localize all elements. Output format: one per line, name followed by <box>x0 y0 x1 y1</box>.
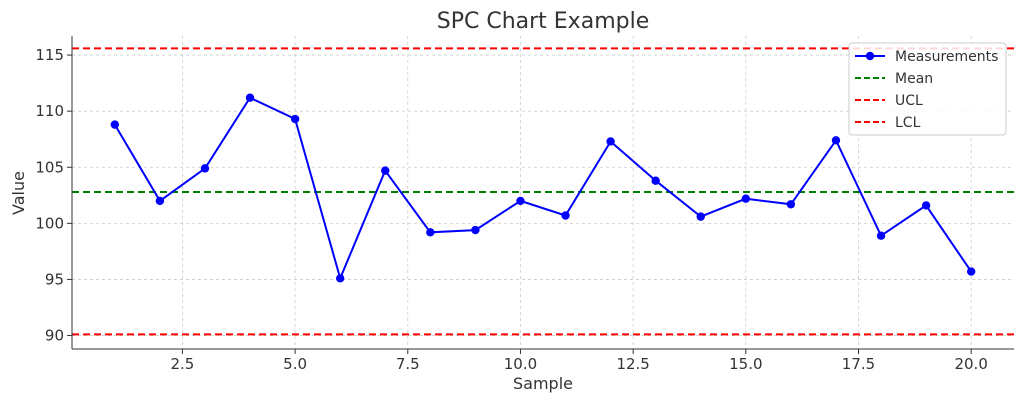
chart-title: SPC Chart Example <box>437 9 649 34</box>
x-tick-label: 5.0 <box>283 355 307 373</box>
grid-layer <box>72 36 1014 349</box>
data-point <box>245 93 255 102</box>
x-tick-label: 7.5 <box>396 355 420 373</box>
data-point <box>200 164 210 173</box>
data-point <box>381 166 390 175</box>
y-tick-label: 90 <box>45 327 64 345</box>
legend-marker <box>865 51 875 61</box>
y-tick-label: 105 <box>35 158 64 176</box>
data-point <box>651 176 660 185</box>
x-tick-label: 20.0 <box>954 355 987 373</box>
data-point <box>966 267 976 276</box>
x-tick-label: 12.5 <box>616 355 649 373</box>
data-point <box>290 114 300 124</box>
series-layer <box>110 93 976 283</box>
legend-label-lcl: LCL <box>895 115 921 131</box>
x-tick-label: 10.0 <box>504 355 537 373</box>
x-tick-label: 15.0 <box>729 355 762 373</box>
y-tick-label: 110 <box>35 102 64 120</box>
data-point <box>426 228 435 237</box>
data-point <box>696 212 705 221</box>
y-tick-label: 100 <box>35 214 64 232</box>
data-point <box>876 231 886 240</box>
axes-layer <box>67 36 1014 354</box>
data-point <box>786 200 796 209</box>
y-tick-label: 115 <box>35 46 64 64</box>
x-tick-label: 17.5 <box>842 355 875 373</box>
tick-labels: 2.5 5.0 7.5 10.0 12.5 15.0 17.5 20.0 90 95 100 105 1… <box>35 46 988 373</box>
data-point <box>516 196 525 206</box>
data-point <box>471 225 480 235</box>
x-axis-label: Sample <box>513 374 573 393</box>
y-tick-label: 95 <box>45 270 64 288</box>
data-point <box>335 274 345 283</box>
y-axis-label: Value <box>9 171 28 215</box>
data-point <box>561 211 570 220</box>
legend-label-measurements: Measurements <box>895 49 998 65</box>
data-point <box>741 194 751 203</box>
data-point <box>155 196 165 206</box>
data-point <box>606 137 615 146</box>
legend: Measurements Mean UCL LCL <box>848 42 1007 136</box>
data-point <box>921 201 931 210</box>
legend-box <box>848 42 1007 136</box>
series-line-measurements <box>113 96 973 282</box>
data-point <box>831 136 841 145</box>
legend-label-ucl: UCL <box>895 93 923 109</box>
data-point <box>110 120 120 129</box>
legend-label-mean: Mean <box>895 71 933 87</box>
x-tick-label: 2.5 <box>170 355 194 373</box>
